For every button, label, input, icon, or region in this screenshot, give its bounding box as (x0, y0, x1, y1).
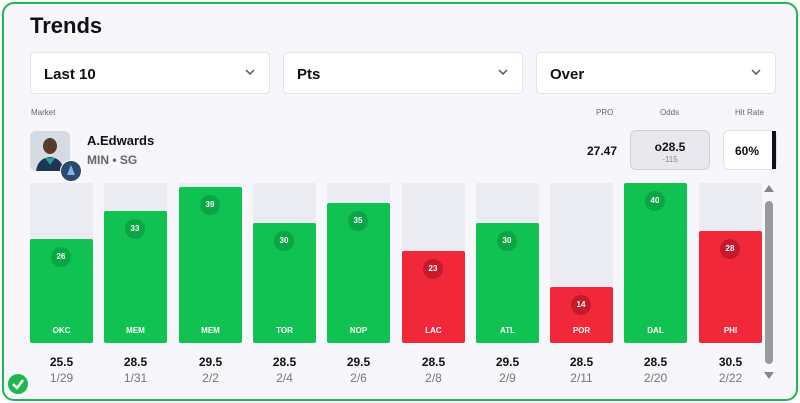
chevron-down-icon (751, 69, 761, 76)
game-date-label: 1/31 (123, 371, 148, 385)
range-dropdown[interactable]: Last 10 (30, 52, 270, 94)
opponent-label: DAL (647, 326, 664, 335)
hit-rate-box: 60% (723, 130, 777, 170)
side-dropdown-label: Over (550, 66, 585, 83)
range-dropdown-label: Last 10 (44, 66, 96, 83)
scrollbar-thumb[interactable] (765, 201, 773, 364)
bar-value-label: 39 (200, 195, 220, 215)
odds-juice: -115 (662, 155, 678, 164)
bar-value-label: 40 (645, 191, 665, 211)
pro-value: 27.47 (587, 144, 618, 158)
bar-value-label: 26 (51, 247, 71, 267)
game-date-label: 2/8 (425, 371, 442, 385)
opponent-label: LAC (425, 326, 442, 335)
opponent-label: PHI (723, 326, 738, 335)
game-line-label: 28.5 (272, 355, 297, 369)
scroll-up-arrow-icon[interactable] (764, 185, 774, 192)
game-line-label: 29.5 (495, 355, 520, 369)
side-dropdown[interactable]: Over (536, 52, 776, 94)
player-name[interactable]: A.Edwards (87, 133, 155, 148)
market-header: Market (31, 108, 56, 117)
opponent-label: POR (572, 326, 591, 335)
opponent-label: MEM (126, 326, 145, 335)
odds-button[interactable]: o28.5 -115 (630, 130, 710, 170)
odds-header: Odds (660, 108, 680, 117)
hit-rate-indicator (772, 131, 776, 169)
page-title: Trends (30, 13, 103, 38)
game-line-label: 30.5 (718, 355, 743, 369)
game-date-label: 2/4 (276, 371, 293, 385)
bar-value-label: 23 (423, 259, 443, 279)
game-date-label: 2/9 (499, 371, 516, 385)
pro-header: PRO (596, 108, 614, 117)
stat-dropdown[interactable]: Pts (283, 52, 523, 94)
stat-dropdown-label: Pts (297, 66, 321, 83)
opponent-label: TOR (276, 326, 293, 335)
bar-value-label: 35 (348, 211, 368, 231)
bar-value-label: 33 (125, 219, 145, 239)
bar-value-label: 28 (720, 239, 740, 259)
game-date-label: 2/6 (350, 371, 367, 385)
game-line-label: 28.5 (123, 355, 148, 369)
game-line-label: 28.5 (421, 355, 446, 369)
chevron-down-icon (245, 69, 255, 76)
bar-value-label: 14 (571, 295, 591, 315)
opponent-label: OKC (52, 326, 71, 335)
check-circle-icon (8, 374, 28, 394)
opponent-label: NOP (349, 326, 368, 335)
player-team-position: MIN • SG (87, 153, 138, 167)
opponent-label: MEM (201, 326, 220, 335)
game-line-label: 29.5 (198, 355, 223, 369)
game-line-label: 28.5 (643, 355, 668, 369)
opponent-label: ATL (500, 326, 515, 335)
bar-value-label: 30 (274, 231, 294, 251)
hit-rate-header: Hit Rate (735, 108, 764, 117)
game-date-label: 2/2 (202, 371, 219, 385)
chevron-down-icon (498, 69, 508, 76)
hit-rate-value: 60% (735, 144, 760, 158)
bar-value-label: 30 (497, 231, 517, 251)
team-logo-icon (60, 160, 82, 182)
game-date-label: 2/20 (643, 371, 668, 385)
scroll-down-arrow-icon[interactable] (764, 372, 774, 379)
odds-line: o28.5 (654, 140, 686, 154)
game-date-label: 2/22 (718, 371, 743, 385)
game-line-label: 25.5 (49, 355, 74, 369)
game-date-label: 2/11 (570, 371, 593, 385)
game-line-label: 29.5 (346, 355, 371, 369)
game-date-label: 1/29 (49, 371, 74, 385)
game-line-label: 28.5 (569, 355, 594, 369)
